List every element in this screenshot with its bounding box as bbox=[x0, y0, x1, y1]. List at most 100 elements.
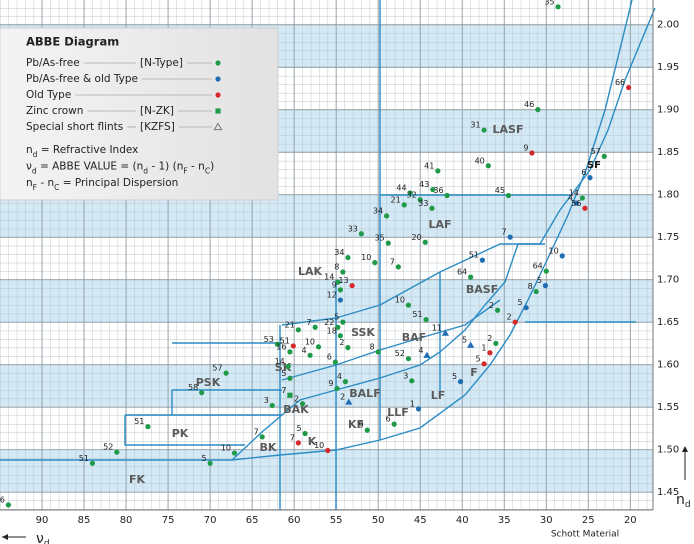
definition-sub: d bbox=[143, 166, 148, 175]
point bbox=[430, 186, 436, 193]
point-label: 10 bbox=[305, 337, 315, 346]
x-axis-label-sub: d bbox=[44, 539, 50, 544]
point bbox=[409, 378, 415, 384]
y-arrow-head bbox=[682, 446, 688, 452]
point bbox=[5, 502, 12, 508]
point-label: 10 bbox=[314, 441, 324, 450]
point-label: 5 bbox=[334, 313, 339, 322]
point-label: 10 bbox=[221, 444, 231, 453]
y-tick-label: 1.60 bbox=[657, 360, 679, 371]
legend: ABBE Diagram Pb/As-free [N-Type]Pb/As-fre… bbox=[0, 27, 279, 201]
point bbox=[395, 264, 401, 270]
point-label: 57 bbox=[591, 147, 601, 156]
legend-label: Zinc crown bbox=[26, 105, 83, 117]
region-label: K bbox=[308, 435, 317, 448]
point bbox=[507, 234, 513, 240]
point bbox=[468, 274, 474, 280]
point-label: 5 bbox=[281, 369, 286, 378]
point bbox=[485, 163, 491, 169]
point bbox=[391, 421, 397, 427]
point-label: 8 bbox=[370, 342, 375, 351]
y-tick-label: 1.90 bbox=[657, 105, 679, 116]
point-label: 9 bbox=[328, 379, 333, 388]
point bbox=[285, 363, 291, 369]
point-label: 5 bbox=[202, 454, 207, 463]
definition-text: = Refractive Index bbox=[37, 144, 138, 156]
region-label: BK bbox=[260, 441, 277, 454]
boundary bbox=[281, 243, 545, 326]
x-arrow-head bbox=[2, 534, 8, 540]
point bbox=[114, 449, 120, 455]
point-label: 51 bbox=[469, 251, 479, 260]
point-label: 4 bbox=[337, 372, 342, 381]
point-label: 44 bbox=[396, 183, 406, 192]
point bbox=[407, 190, 413, 196]
definition: νd = ABBE VALUE = (nd - 1) (nF - nC) bbox=[26, 161, 214, 176]
point-label: 2 bbox=[489, 301, 494, 310]
axes bbox=[0, 0, 654, 511]
y-axis-label-sub: d bbox=[685, 500, 691, 510]
point bbox=[334, 385, 340, 392]
point-label: 18 bbox=[327, 326, 337, 335]
point bbox=[512, 319, 518, 325]
point-label: 5 bbox=[296, 424, 301, 433]
point bbox=[375, 349, 381, 355]
definition-text: - n bbox=[188, 161, 205, 173]
y-tick-label: 1.50 bbox=[657, 445, 679, 456]
point bbox=[269, 402, 275, 409]
point-label: 14 bbox=[324, 273, 334, 282]
point bbox=[199, 390, 205, 396]
point-label: 33 bbox=[348, 224, 358, 233]
x-tick-label: 20 bbox=[624, 515, 637, 526]
point bbox=[345, 398, 353, 405]
point-label: 56 bbox=[571, 199, 581, 208]
point bbox=[358, 231, 364, 237]
point-label: 12 bbox=[327, 291, 337, 300]
region-label: FK bbox=[129, 473, 146, 486]
point-label: 6 bbox=[327, 353, 332, 362]
point bbox=[505, 192, 512, 199]
point-label: 13 bbox=[338, 276, 348, 285]
point bbox=[417, 197, 423, 203]
point bbox=[372, 260, 378, 266]
point-label: 14 bbox=[275, 357, 285, 366]
point bbox=[290, 343, 296, 349]
point bbox=[307, 352, 313, 358]
point bbox=[401, 202, 407, 208]
point-label: 21 bbox=[391, 195, 401, 204]
legend-marker bbox=[215, 76, 221, 82]
point-label: 4 bbox=[418, 346, 423, 355]
point bbox=[383, 213, 390, 219]
legend-label: Old Type bbox=[26, 89, 71, 101]
point bbox=[207, 460, 213, 466]
point bbox=[340, 319, 346, 325]
y-axis-label-symbol: n bbox=[676, 492, 685, 508]
x-tick-label: 50 bbox=[372, 515, 385, 526]
point bbox=[626, 84, 632, 91]
point-label: 51 bbox=[280, 336, 290, 345]
point bbox=[349, 283, 355, 289]
definition: nF - nC = Principal Dispersion bbox=[26, 177, 178, 192]
boundary bbox=[124, 415, 245, 446]
point bbox=[573, 200, 580, 206]
region-label: KF bbox=[348, 418, 364, 431]
point-label: 2 bbox=[340, 393, 345, 402]
point-label: 34 bbox=[334, 248, 344, 257]
x-axis-label: νd bbox=[36, 531, 50, 544]
point bbox=[337, 297, 343, 303]
y-tick-label: 1.95 bbox=[657, 62, 679, 73]
x-tick-label: 70 bbox=[204, 515, 217, 526]
definition-text: ν bbox=[26, 161, 32, 173]
point bbox=[422, 239, 428, 245]
x-tick-label: 40 bbox=[456, 515, 469, 526]
point bbox=[231, 450, 238, 456]
point bbox=[481, 361, 487, 367]
point-label: 2 bbox=[507, 313, 512, 322]
point-label: 51 bbox=[134, 417, 144, 426]
point-label: 9 bbox=[523, 144, 528, 153]
definition-sub: F bbox=[183, 166, 187, 175]
point-label: 1 bbox=[481, 343, 486, 352]
